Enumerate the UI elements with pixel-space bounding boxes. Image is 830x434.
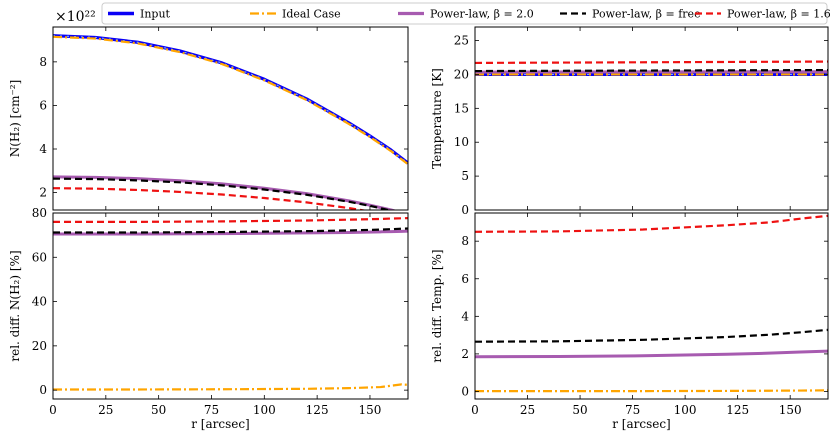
- x-tick-label: 125: [306, 403, 329, 417]
- y-tick-label: 15: [454, 101, 469, 115]
- x-tick-label: 25: [98, 403, 113, 417]
- x-tick-label: 100: [674, 403, 697, 417]
- axes-frame: [52, 212, 409, 400]
- y-tick-label: 60: [32, 250, 47, 264]
- y-axis-label: rel. diff. Temp. [%]: [430, 249, 444, 362]
- x-tick-label: 25: [520, 403, 535, 417]
- x-tick-label: 150: [359, 403, 382, 417]
- y-axis-label: Temperature [K]: [430, 68, 444, 169]
- series-line-ideal-case: [475, 389, 828, 393]
- x-tick-label: 75: [204, 403, 219, 417]
- series-line-power-law-beta-free: [53, 227, 408, 234]
- legend-label: Power-law, β = 1.62: [727, 8, 830, 21]
- series-line-power-law-beta-2-0: [53, 229, 408, 236]
- series-line-input-highlight: [53, 35, 408, 164]
- y-tick-label: 4: [39, 142, 47, 156]
- panel-temperature: 0 5 10 15 20 25 Temperature [K]: [430, 26, 829, 217]
- series-line-power-law-beta-free: [475, 68, 828, 73]
- x-tick-label: 100: [253, 403, 276, 417]
- y-axis-label: N(H₂) [cm⁻²]: [8, 80, 22, 158]
- x-tick-label: 125: [726, 403, 749, 417]
- x-axis-label: r [arcsec]: [612, 417, 671, 431]
- series-group: [475, 60, 828, 77]
- x-tick-label: 50: [572, 403, 587, 417]
- series-line-power-law-beta-2-0: [475, 349, 828, 359]
- y-tick-label: 25: [454, 34, 469, 48]
- y-tick-label: 6: [39, 98, 47, 112]
- y-tick-label: 2: [39, 186, 47, 200]
- legend-entry-input: Input: [108, 8, 171, 21]
- y-tick-label: 8: [39, 55, 47, 69]
- legend-label: Ideal Case: [282, 8, 341, 21]
- y-tick-label: 8: [461, 234, 469, 248]
- legend-label: Power-law, β = free: [592, 8, 701, 21]
- series-group: [475, 214, 828, 393]
- series-line-power-law-beta-1-62: [475, 60, 828, 65]
- x-tick-label: 0: [49, 403, 57, 417]
- x-tick-label: 50: [151, 403, 166, 417]
- panel-column-density: 2 4 6 8 N(H₂) [cm⁻²] ×10²²: [8, 9, 409, 211]
- x-axis-label: r [arcsec]: [191, 417, 250, 431]
- y-axis-multiplier: ×10²²: [55, 9, 96, 25]
- series-line-ideal-case: [53, 383, 408, 391]
- series-line-power-law-beta-1-62: [53, 187, 368, 210]
- y-tick-label: 4: [461, 309, 469, 323]
- y-tick-label: 0: [461, 203, 469, 217]
- legend-entry-ideal-case: Ideal Case: [250, 8, 341, 21]
- series-line-power-law-beta-free: [475, 328, 828, 343]
- series-line-power-law-beta-1-62: [475, 214, 828, 233]
- x-tick-label: 0: [471, 403, 479, 417]
- y-tick-label: 0: [39, 383, 47, 397]
- legend-label: Power-law, β = 2.0: [430, 8, 534, 21]
- legend-label: Input: [140, 8, 171, 21]
- axes-frame: [474, 212, 829, 400]
- series-group: [53, 34, 408, 210]
- y-tick-label: 20: [454, 67, 469, 81]
- y-tick-label: 20: [32, 339, 47, 353]
- axes-frame: [52, 26, 409, 211]
- series-line-power-law-beta-free: [53, 177, 394, 210]
- legend-frame: [101, 2, 828, 25]
- series-group: [53, 216, 408, 391]
- y-tick-label: 2: [461, 347, 469, 361]
- series-line-input: [53, 34, 408, 165]
- panel-rel-diff-temperature: 0 25 50 75 100 125 150 0 2 4 6 8 rel. diff. Temp. [%…: [430, 212, 829, 431]
- legend-entry-power-law-beta-free: Power-law, β = free: [560, 8, 701, 21]
- y-axis-label: rel. diff. N(H₂) [%]: [8, 250, 22, 361]
- panel-rel-diff-column-density: 0 25 50 75 100 125 150 0 20 40 60 80 rel. diff. N(H₂…: [8, 206, 409, 431]
- y-tick-label: 80: [32, 206, 47, 220]
- legend-entry-power-law-beta-2-0: Power-law, β = 2.0: [398, 8, 534, 21]
- y-tick-label: 5: [461, 169, 469, 183]
- series-line-power-law-beta-1-62: [53, 216, 408, 223]
- y-tick-label: 0: [461, 384, 469, 398]
- x-tick-label: 75: [625, 403, 640, 417]
- x-tick-label: 150: [779, 403, 802, 417]
- axes-frame: [474, 26, 829, 211]
- series-line-ideal-case: [53, 35, 408, 166]
- legend: Input Ideal Case Power-law, β = 2.0 Power-l…: [101, 2, 830, 25]
- legend-entry-power-law-beta-1-62: Power-law, β = 1.62: [695, 8, 830, 21]
- y-tick-label: 10: [454, 135, 469, 149]
- y-tick-label: 6: [461, 272, 469, 286]
- y-tick-label: 40: [32, 295, 47, 309]
